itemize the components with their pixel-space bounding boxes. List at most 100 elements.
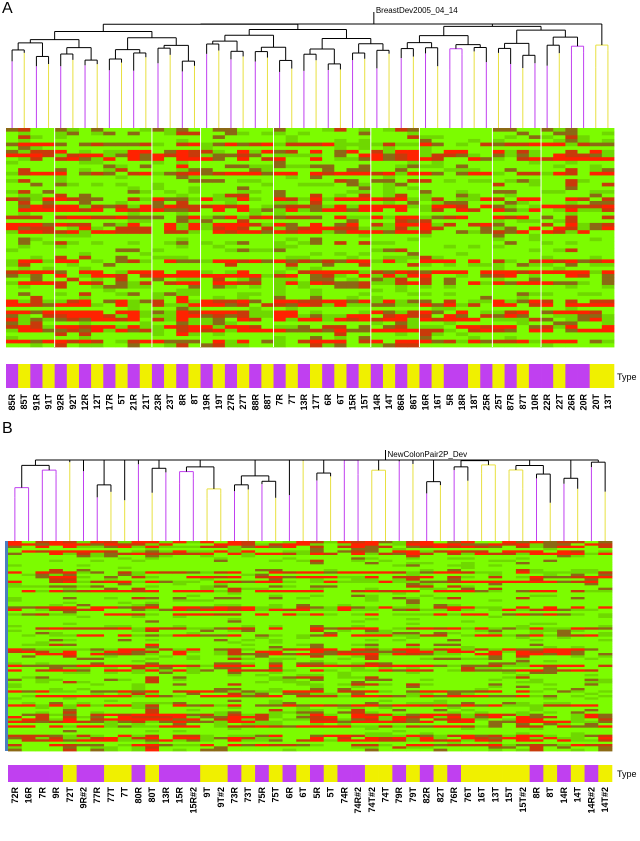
heatmap-cell — [127, 299, 141, 304]
heatmap-cell — [78, 171, 92, 176]
heatmap-cell — [565, 252, 578, 257]
heatmap-cell — [516, 252, 530, 257]
heatmap-cell — [35, 699, 50, 703]
heatmap-cell — [443, 295, 457, 300]
heatmap-cell — [117, 548, 132, 551]
heatmap-cell — [261, 208, 274, 213]
heatmap-cell — [213, 578, 229, 582]
heatmap-cell — [212, 190, 226, 195]
heatmap-cell — [127, 138, 141, 143]
heatmap-cell — [76, 622, 91, 626]
heatmap-cell — [8, 746, 23, 750]
heatmap-cell — [21, 569, 36, 572]
heatmap-cell — [104, 669, 119, 673]
heatmap-cell — [35, 604, 50, 607]
heatmap-cell — [310, 128, 323, 133]
heatmap-cell — [200, 678, 215, 682]
heatmap-cell — [49, 587, 64, 591]
heatmap-cell — [541, 219, 554, 224]
heatmap-cell — [164, 277, 177, 282]
heatmap-cell — [589, 328, 603, 333]
heatmap-cell — [419, 168, 432, 173]
heatmap-cell — [589, 160, 603, 165]
heatmap-cell — [6, 248, 19, 253]
heatmap-cell — [516, 277, 530, 282]
heatmap-cell — [172, 702, 187, 705]
heatmap-cell — [285, 168, 299, 173]
heatmap-cell — [117, 688, 132, 691]
heatmap-cell — [49, 725, 64, 729]
heatmap-cell — [117, 697, 132, 701]
heatmap-cell — [186, 744, 201, 747]
heatmap-cell — [358, 197, 372, 202]
heatmap-cell — [21, 646, 36, 649]
heatmap-cell — [285, 230, 299, 235]
heatmap-cell — [541, 248, 554, 253]
heatmap-cell — [117, 720, 132, 724]
heatmap-cell — [90, 597, 105, 600]
heatmap-cell — [468, 284, 481, 289]
heatmap-cell — [224, 164, 238, 169]
heatmap-cell — [176, 193, 189, 198]
heatmap-cell — [172, 685, 187, 689]
heatmap-cell — [176, 157, 189, 162]
heatmap-cell — [54, 215, 68, 220]
heatmap-cell — [577, 317, 591, 322]
heatmap-cell — [382, 215, 396, 220]
heatmap-cell — [127, 241, 141, 246]
panel-a-figure: BreastDev2005_04_14 Type 85R 85T 91R 91T 92R… — [6, 6, 637, 411]
heatmap-cell — [186, 646, 201, 649]
heatmap-cell — [139, 284, 153, 289]
heatmap-cell — [504, 281, 518, 286]
heatmap-cell — [104, 604, 119, 607]
heatmap-cell — [322, 303, 335, 308]
heatmap-cell — [468, 208, 481, 213]
heatmap-cell — [104, 678, 119, 682]
heatmap-cell — [127, 328, 141, 333]
sample-label: 5T — [117, 394, 127, 405]
heatmap-cell — [139, 328, 153, 333]
heatmap-cell — [90, 734, 105, 738]
heatmap-cell — [310, 303, 323, 308]
heatmap-cell — [90, 604, 105, 607]
heatmap-cell — [431, 193, 445, 198]
heatmap-b — [5, 541, 613, 752]
heatmap-cell — [200, 339, 214, 344]
heatmap-cell — [504, 233, 518, 238]
heatmap-cell — [334, 252, 347, 257]
heatmap-cell — [541, 252, 554, 257]
heatmap-cell — [589, 128, 603, 133]
heatmap-cell — [127, 164, 141, 169]
heatmap-cell — [186, 580, 201, 584]
heatmap-cell — [188, 241, 201, 246]
heatmap-cell — [200, 697, 215, 701]
heatmap-cell — [115, 317, 128, 322]
heatmap-cell — [35, 571, 50, 575]
heatmap-cell — [176, 175, 189, 180]
heatmap-cell — [213, 559, 229, 563]
heatmap-cell — [285, 244, 299, 249]
heatmap-cell — [18, 343, 31, 348]
heatmap-cell — [492, 233, 505, 238]
heatmap-cell — [212, 138, 226, 143]
heatmap-cell — [601, 222, 615, 227]
heatmap-cell — [455, 230, 469, 235]
heatmap-cell — [104, 627, 119, 631]
heatmap-cell — [176, 317, 189, 322]
heatmap-cell — [370, 186, 384, 191]
heatmap-cell — [285, 219, 299, 224]
heatmap-cell — [213, 541, 229, 544]
heatmap-cell — [492, 343, 505, 348]
heatmap-cell — [370, 263, 384, 268]
heatmap-cell — [176, 233, 189, 238]
heatmap-cell — [78, 179, 92, 184]
heatmap-cell — [334, 325, 347, 330]
heatmap-cell — [504, 314, 518, 319]
heatmap-cell — [455, 146, 469, 151]
heatmap-cell — [62, 744, 78, 747]
heatmap-cell — [443, 193, 457, 198]
heatmap-cell — [176, 146, 189, 151]
heatmap-cell — [395, 284, 408, 289]
heatmap-cell — [62, 632, 78, 635]
heatmap-cell — [90, 557, 105, 561]
